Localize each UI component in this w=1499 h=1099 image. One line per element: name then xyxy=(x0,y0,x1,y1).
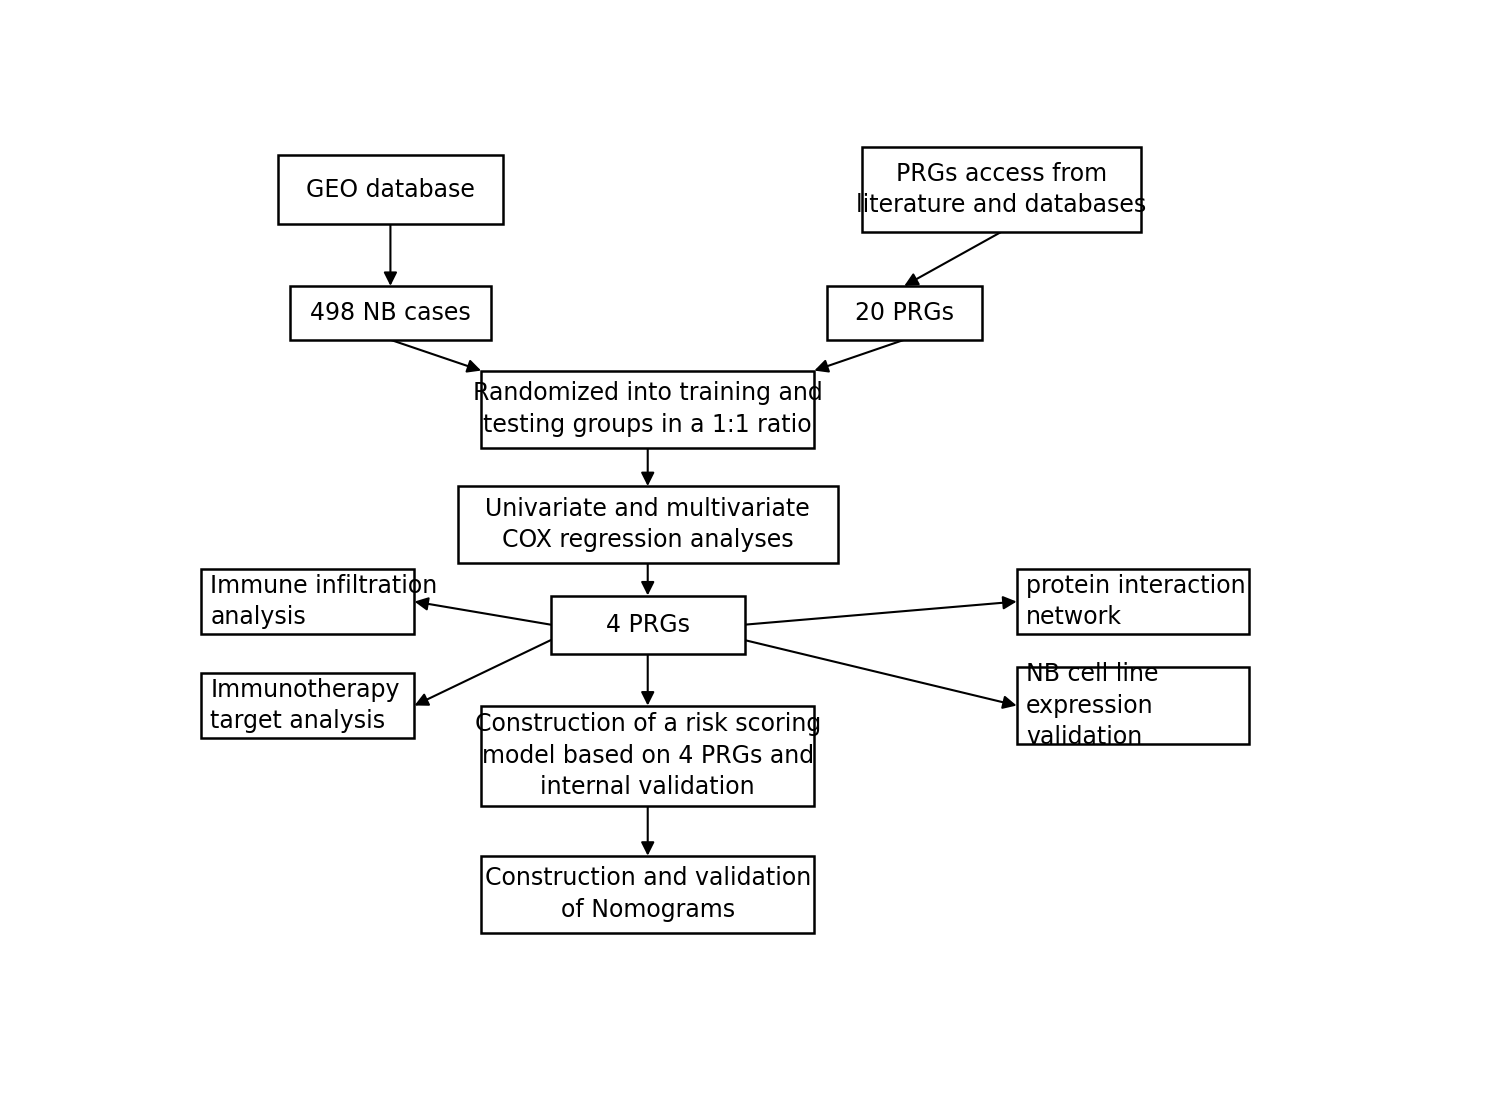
FancyBboxPatch shape xyxy=(550,596,745,654)
FancyBboxPatch shape xyxy=(201,673,414,739)
FancyBboxPatch shape xyxy=(277,155,502,224)
Text: Construction and validation
of Nomograms: Construction and validation of Nomograms xyxy=(484,866,811,922)
FancyBboxPatch shape xyxy=(201,569,414,634)
Text: 498 NB cases: 498 NB cases xyxy=(310,301,471,325)
FancyBboxPatch shape xyxy=(1016,569,1249,634)
FancyBboxPatch shape xyxy=(1016,667,1249,744)
FancyBboxPatch shape xyxy=(862,147,1141,232)
Text: Immunotherapy
target analysis: Immunotherapy target analysis xyxy=(210,678,400,733)
Text: 4 PRGs: 4 PRGs xyxy=(606,612,690,636)
FancyBboxPatch shape xyxy=(457,486,838,563)
Text: Univariate and multivariate
COX regression analyses: Univariate and multivariate COX regressi… xyxy=(486,497,809,553)
Text: GEO database: GEO database xyxy=(306,178,475,201)
Text: PRGs access from
literature and databases: PRGs access from literature and database… xyxy=(856,162,1147,218)
FancyBboxPatch shape xyxy=(481,856,814,933)
Text: Randomized into training and
testing groups in a 1:1 ratio: Randomized into training and testing gro… xyxy=(472,381,823,437)
Text: protein interaction
network: protein interaction network xyxy=(1025,574,1246,630)
FancyBboxPatch shape xyxy=(289,286,492,340)
Text: Construction of a risk scoring
model based on 4 PRGs and
internal validation: Construction of a risk scoring model bas… xyxy=(475,712,821,799)
Text: 20 PRGs: 20 PRGs xyxy=(854,301,953,325)
Text: NB cell line
expression
validation: NB cell line expression validation xyxy=(1025,662,1159,750)
FancyBboxPatch shape xyxy=(827,286,982,340)
Text: Immune infiltration
analysis: Immune infiltration analysis xyxy=(210,574,438,630)
FancyBboxPatch shape xyxy=(481,370,814,447)
FancyBboxPatch shape xyxy=(481,706,814,806)
